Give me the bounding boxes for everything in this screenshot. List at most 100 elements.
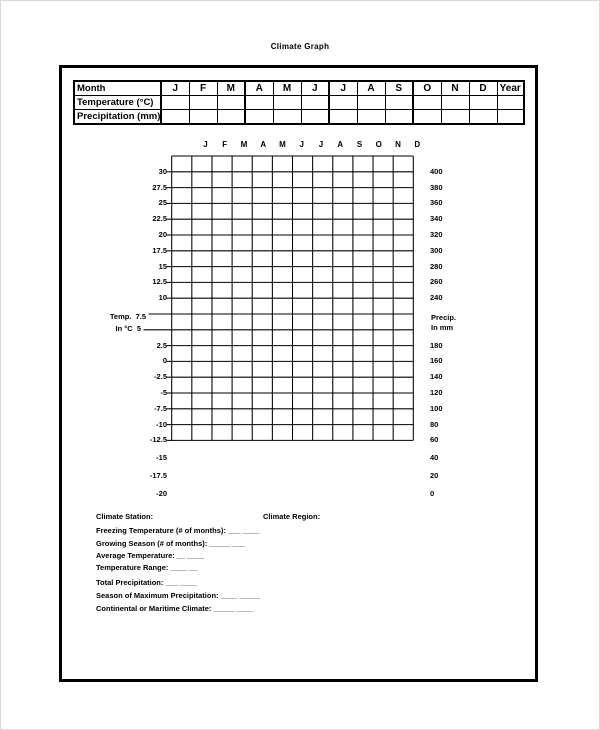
table-cell[interactable]: [356, 95, 386, 110]
table-header-row: Month J F M A M J J A S O N D Year: [73, 80, 525, 96]
left-axis-label: 15: [158, 261, 167, 271]
graph-month-label: J: [299, 139, 304, 149]
right-axis-label: 180: [430, 340, 443, 350]
table-cell[interactable]: [300, 109, 330, 125]
table-month-header: M: [216, 80, 246, 96]
right-axis-label: 140: [430, 372, 443, 382]
table-month-label: Month: [73, 80, 162, 96]
right-axis-label: 240: [430, 293, 443, 303]
table-cell[interactable]: [384, 109, 414, 125]
left-axis-label: -20: [156, 489, 167, 499]
field-climate-station: Climate Station:: [96, 512, 153, 522]
field-blank[interactable]: ____ __: [170, 562, 198, 572]
left-axis-label: -7.5: [154, 403, 167, 413]
graph-month-label: A: [337, 139, 344, 149]
right-axis-label: 0: [430, 489, 435, 499]
graph-month-label: N: [395, 139, 401, 149]
right-axis-label: 400: [430, 166, 443, 176]
table-cell[interactable]: [244, 109, 274, 125]
left-axis-label: 27.5: [152, 182, 167, 192]
graph-month-label: F: [222, 139, 228, 149]
right-axis-label: 80: [430, 419, 439, 429]
table-month-header: D: [468, 80, 498, 96]
table-month-header: J: [160, 80, 190, 96]
field-label: Total Precipitation:: [96, 578, 164, 587]
field-row-6: Continental or Maritime Climate: _____ _…: [96, 604, 253, 614]
field-blank[interactable]: __ ____: [176, 550, 204, 560]
table-cell[interactable]: [328, 95, 358, 110]
left-axis-label: -15: [156, 453, 167, 463]
graph-month-label: J: [203, 139, 208, 149]
table-cell[interactable]: [468, 95, 498, 110]
table-month-header: J: [300, 80, 330, 96]
field-row-3: Temperature Range: ____ __: [96, 563, 198, 573]
right-axis-label: 360: [430, 198, 443, 208]
table-month-header: A: [356, 80, 386, 96]
table-cell[interactable]: [272, 95, 302, 110]
table-cell[interactable]: [216, 109, 246, 125]
table-cell[interactable]: [188, 109, 218, 125]
table-cell[interactable]: [244, 95, 274, 110]
field-blank[interactable]: _____ ___: [209, 538, 245, 548]
table-cell[interactable]: [440, 109, 470, 125]
left-axis-label: 25: [158, 198, 167, 208]
table-cell[interactable]: [496, 95, 525, 110]
table-month-header: O: [412, 80, 442, 96]
right-axis-label: 340: [430, 214, 443, 224]
graph-month-label: M: [279, 139, 286, 149]
field-label: Average Temperature:: [96, 550, 175, 560]
field-blank[interactable]: ___ ____: [165, 578, 197, 587]
table-cell[interactable]: [216, 95, 246, 110]
left-axis-label: 30: [158, 166, 167, 176]
field-row-1: Growing Season (# of months): _____ ___: [96, 539, 245, 549]
left-axis-label: 17.5: [152, 245, 167, 255]
graph-month-label: A: [260, 139, 267, 149]
table-cell[interactable]: [300, 95, 330, 110]
table-cell[interactable]: [412, 109, 442, 125]
right-axis-label: 40: [430, 453, 439, 463]
table-cell[interactable]: [188, 95, 218, 110]
right-axis-label: 280: [430, 261, 443, 271]
left-axis-label: 12.5: [152, 277, 167, 287]
table-cell[interactable]: [412, 95, 442, 110]
table-cell[interactable]: [384, 95, 414, 110]
field-label: Season of Maximum Precipitation:: [96, 590, 219, 600]
table-month-header: N: [440, 80, 470, 96]
month-data-table: Month J F M A M J J A S O N D Year Temperature (°C) Pre…: [73, 80, 525, 125]
field-label: Freezing Temperature (# of months):: [96, 526, 226, 535]
table-year-label: Year: [496, 80, 525, 96]
graph-month-label: S: [356, 139, 363, 149]
graph-month-label: M: [240, 139, 248, 149]
table-month-header: M: [272, 80, 302, 96]
right-axis-label: Precip.: [431, 312, 457, 322]
graph-month-label: D: [414, 139, 421, 149]
table-row: Temperature (°C): [73, 95, 525, 110]
field-blank[interactable]: _____ ____: [213, 603, 254, 613]
field-label: Continental or Maritime Climate:: [96, 603, 212, 613]
worksheet-frame: [59, 65, 538, 682]
table-month-header: F: [188, 80, 218, 96]
table-month-header: A: [244, 80, 274, 96]
table-row-label: Precipitation (mm): [73, 109, 162, 125]
left-axis-label: -2.5: [154, 372, 167, 382]
table-row-label: Temperature (°C): [73, 95, 162, 110]
table-cell[interactable]: [160, 109, 190, 125]
table-cell[interactable]: [272, 109, 302, 125]
table-cell[interactable]: [440, 95, 470, 110]
table-cell[interactable]: [356, 109, 386, 125]
left-axis-label: -5: [160, 388, 167, 397]
left-axis-label: -17.5: [149, 471, 167, 481]
field-blank[interactable]: ___ ____: [227, 526, 260, 535]
field-blank[interactable]: ____ _____: [220, 590, 261, 600]
table-cell[interactable]: [468, 109, 498, 125]
table-cell[interactable]: [160, 95, 190, 110]
field-label: Growing Season (# of months):: [96, 538, 208, 548]
graph-month-label: J: [318, 139, 324, 149]
right-axis-label: In mm: [431, 322, 454, 332]
table-cell[interactable]: [328, 109, 358, 125]
left-axis-label: 10: [158, 293, 167, 303]
right-axis-label: 380: [430, 182, 443, 192]
field-row-5: Season of Maximum Precipitation: ____ __…: [96, 591, 260, 601]
table-cell[interactable]: [496, 109, 525, 125]
left-axis-label: 22.5: [152, 214, 167, 224]
